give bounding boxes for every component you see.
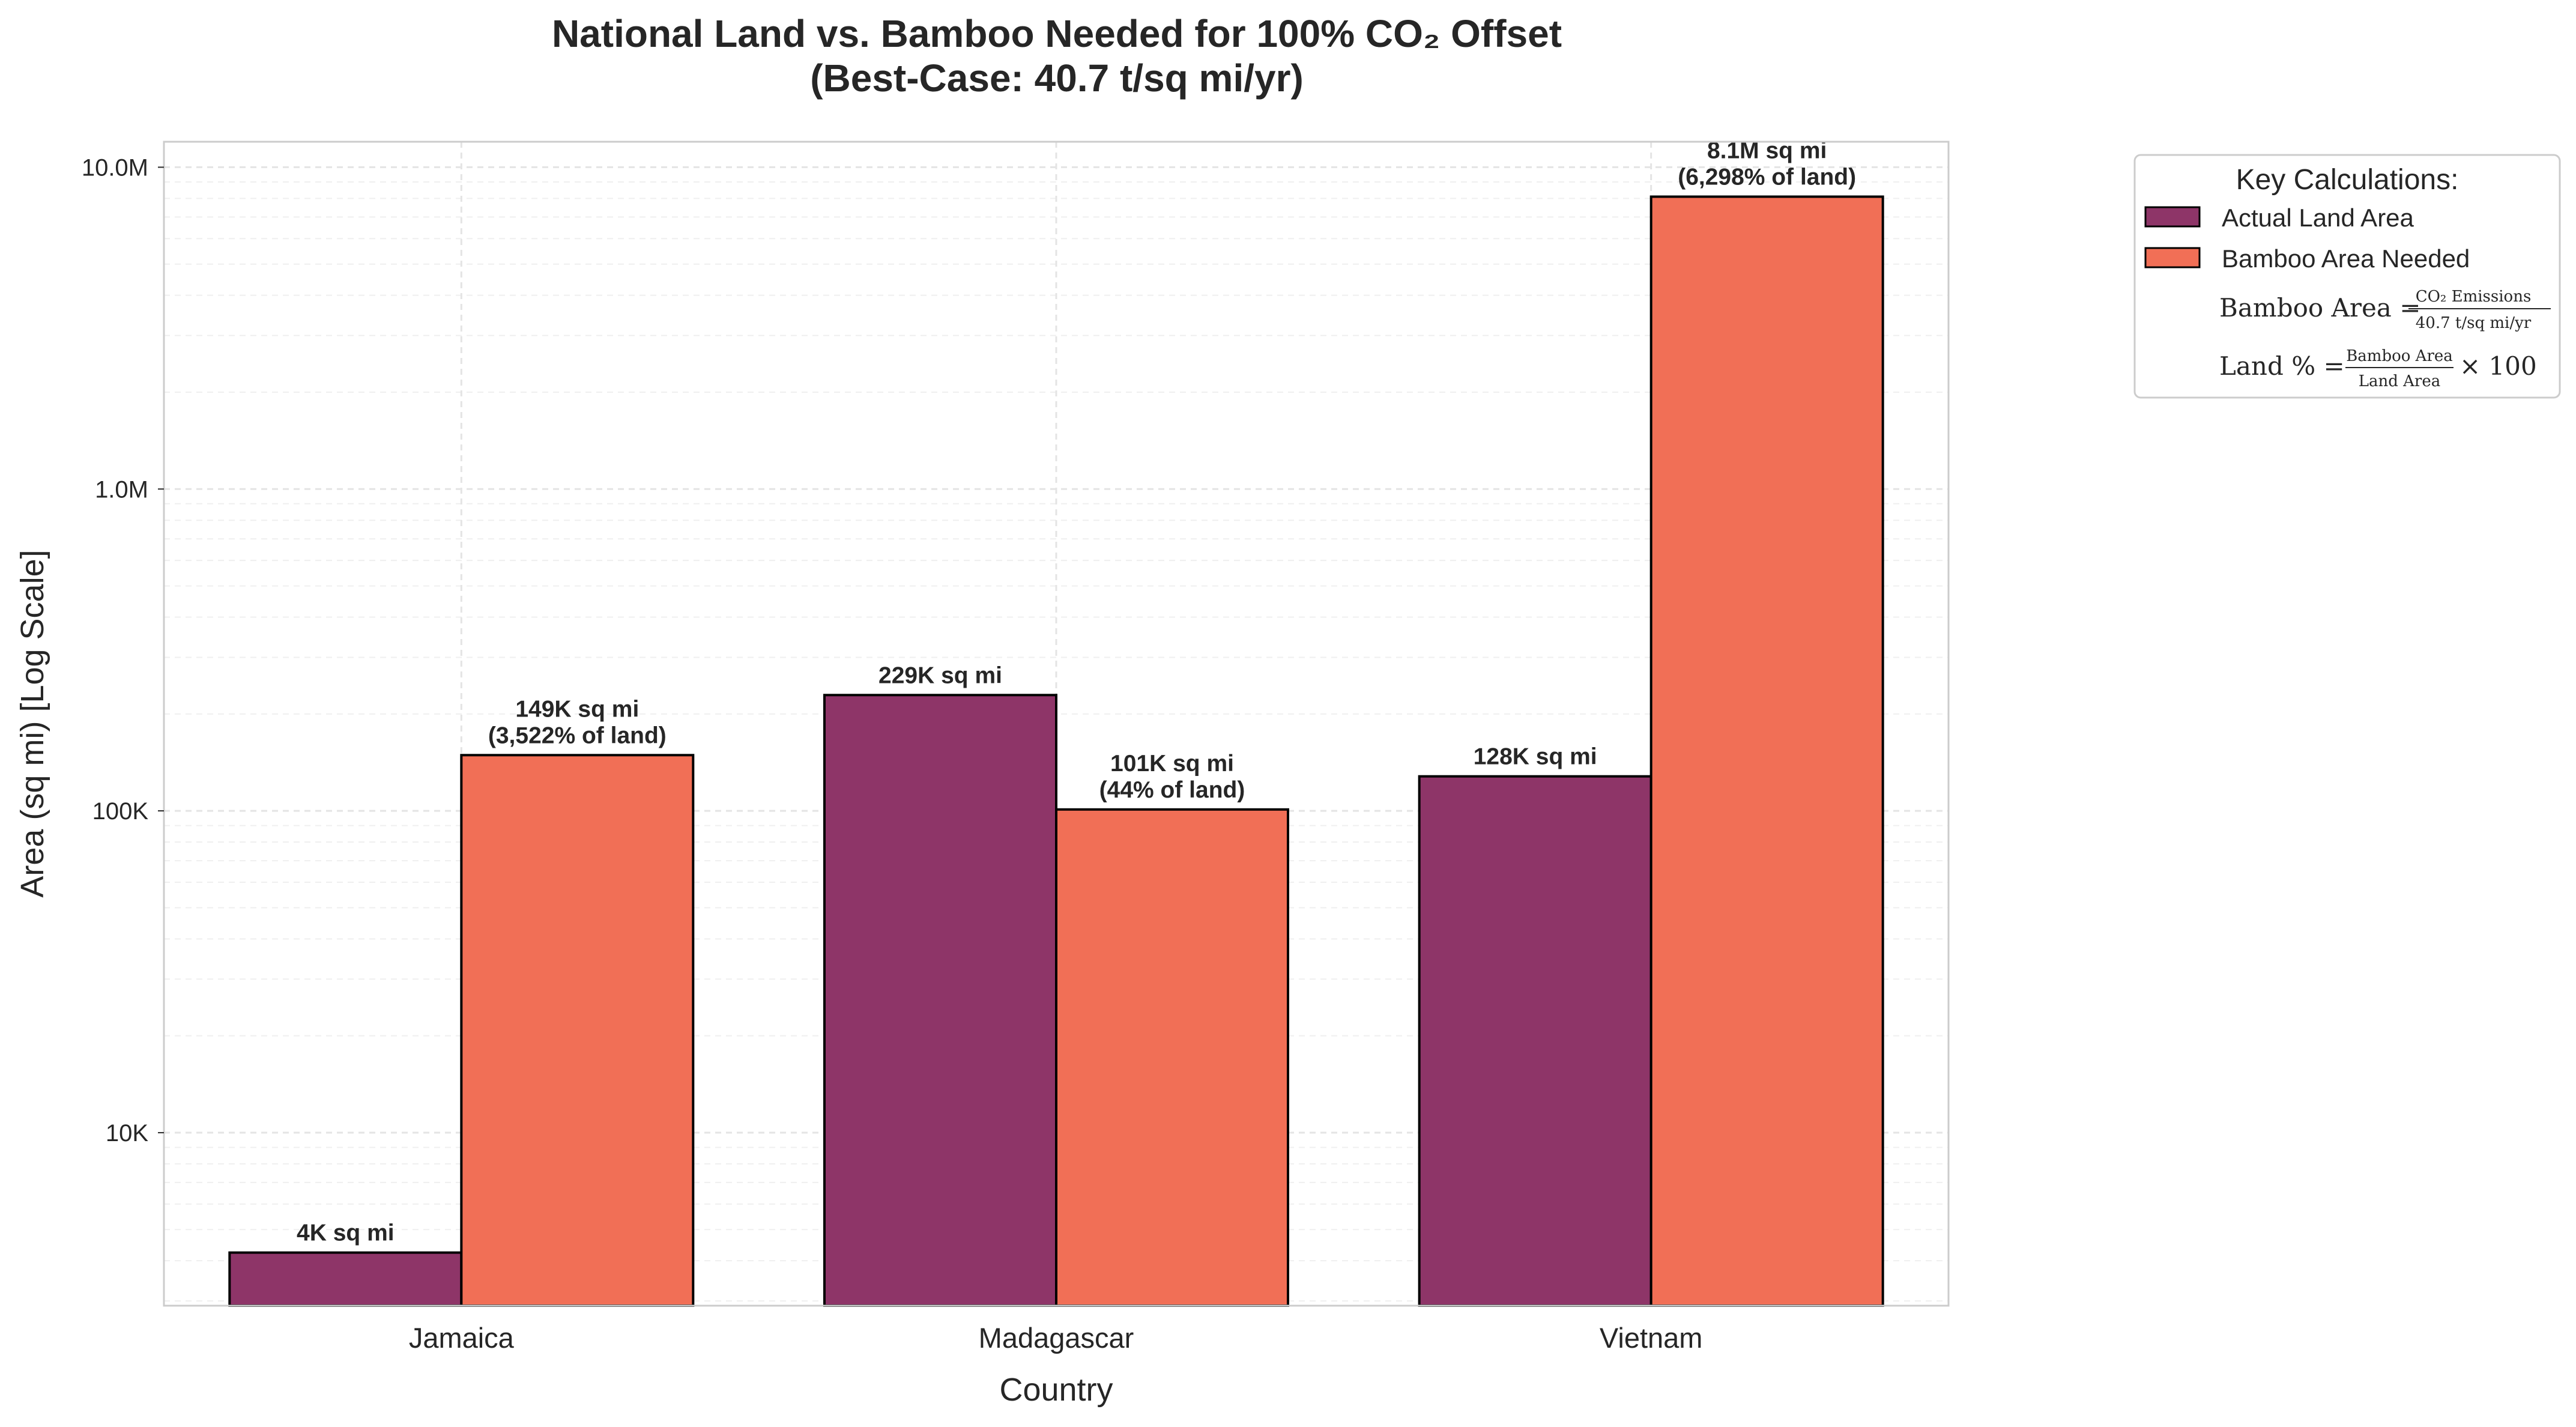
bar-label-bamboo-area-needed-jamaica: 149K sq mi (3,522% of land) — [488, 696, 667, 748]
y-tick-label: 10.0M — [82, 154, 148, 181]
legend-title: Key Calculations: — [2236, 164, 2459, 196]
formula2-denominator: Land Area — [2359, 372, 2441, 390]
legend-swatch-bamboo-area-needed — [2144, 247, 2201, 268]
legend-label-bamboo-area-needed: Bamboo Area Needed — [2222, 244, 2470, 273]
y-tick-label: 1.0M — [95, 476, 148, 503]
bar-bamboo-area-needed-madagascar — [1055, 808, 1289, 1307]
formula1-denominator: 40.7 t/sq mi/yr — [2416, 314, 2532, 332]
formula1-numerator: CO₂ Emissions — [2416, 288, 2532, 306]
chart-title-line-1: National Land vs. Bamboo Needed for 100%… — [552, 12, 1562, 55]
formula2-numerator: Bamboo Area — [2346, 347, 2453, 365]
x-axis-label: Country — [999, 1372, 1113, 1408]
bars-layer — [228, 195, 1884, 1307]
y-axis-label: Area (sq mi) [Log Scale] — [14, 550, 50, 897]
bar-bamboo-area-needed-jamaica — [460, 754, 695, 1307]
legend-label-actual-land-area: Actual Land Area — [2222, 204, 2414, 232]
bar-label-bamboo-area-needed-vietnam: 8.1M sq mi (6,298% of land) — [1678, 138, 1856, 190]
formula2-lhs: Land % = — [2219, 351, 2345, 381]
bar-label-bamboo-area-needed-madagascar: 101K sq mi (44% of land) — [1099, 751, 1245, 803]
legend-formula-land-percent: Land % = Bamboo Area Land Area × 100 — [2219, 347, 2537, 390]
legend-formula-bamboo-area: Bamboo Area = CO₂ Emissions 40.7 t/sq mi… — [2219, 288, 2551, 332]
formula2-tail: × 100 — [2460, 351, 2537, 381]
legend: Key Calculations: Actual Land Area Bambo… — [2133, 154, 2561, 399]
x-ticks-layer: Jamaica Madagascar Vietnam — [409, 1322, 1703, 1354]
bar-bamboo-area-needed-vietnam — [1649, 195, 1884, 1307]
bar-label-actual-land-area-jamaica: 4K sq mi — [297, 1220, 395, 1246]
bar-actual-land-area-vietnam — [1418, 775, 1652, 1307]
y-ticks-layer: 10K 100K 1.0M 10.0M — [82, 154, 164, 1147]
x-tick-label-vietnam: Vietnam — [1600, 1322, 1703, 1354]
legend-swatch-actual-land-area — [2144, 206, 2201, 228]
bar-label-actual-land-area-madagascar: 229K sq mi — [878, 662, 1002, 688]
x-tick-label-madagascar: Madagascar — [979, 1322, 1134, 1354]
y-tick-label: 10K — [106, 1120, 148, 1147]
bar-actual-land-area-jamaica — [228, 1251, 463, 1307]
y-tick-label: 100K — [92, 798, 149, 825]
formula1-lhs: Bamboo Area = — [2219, 293, 2420, 323]
bar-label-actual-land-area-vietnam: 128K sq mi — [1474, 744, 1597, 770]
legend-frame — [2133, 154, 2561, 399]
x-tick-label-jamaica: Jamaica — [409, 1322, 515, 1354]
chart-title-line-2: (Best-Case: 40.7 t/sq mi/yr) — [810, 56, 1304, 100]
plot-frame — [163, 141, 1950, 1307]
bar-labels-layer: 4K sq mi 229K sq mi 128K sq mi 149K sq mi (3… — [297, 138, 1856, 1246]
bar-actual-land-area-madagascar — [823, 694, 1057, 1307]
